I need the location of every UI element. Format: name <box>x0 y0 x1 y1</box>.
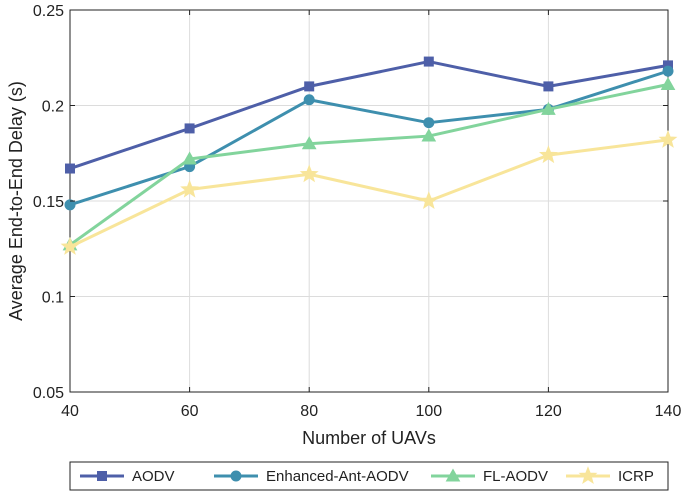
legend-marker-fl-aodv <box>445 468 461 482</box>
legend-item-icrp: ICRP <box>566 466 654 485</box>
data-point-icrp <box>658 129 678 148</box>
data-point-fl-aodv <box>182 151 197 165</box>
legend: AODV Enhanced-Ant-AODV FL-AODV ICRP <box>69 461 669 491</box>
data-point-aodv <box>304 81 315 92</box>
data-point-icrp <box>60 236 80 255</box>
x-tick-label: 120 <box>535 403 562 420</box>
data-point-icrp <box>180 179 200 198</box>
y-tick-label: 0.1 <box>42 290 64 307</box>
data-point-aodv <box>184 123 195 134</box>
x-tick-label: 60 <box>181 403 199 420</box>
x-tick-label: 40 <box>61 403 79 420</box>
legend-label-fl-aodv: FL-AODV <box>483 468 548 485</box>
y-tick-label: 0.05 <box>33 385 64 402</box>
x-tick-label: 140 <box>655 403 682 420</box>
data-point-enhanced-ant-aodv <box>423 117 435 129</box>
data-point-enhanced-ant-aodv <box>64 199 76 211</box>
y-tick-label: 0.25 <box>33 3 64 20</box>
legend-marker-aodv <box>97 471 107 481</box>
axis-ticks: 40 60 80 100 120 140 0.05 0.1 0.15 0.2 0.25 <box>33 3 682 420</box>
data-point-fl-aodv <box>421 128 437 142</box>
series-icrp <box>60 129 678 255</box>
series-aodv <box>65 56 673 174</box>
legend-label-enhanced-ant-aodv: Enhanced-Ant-AODV <box>266 468 409 485</box>
series-lines <box>60 56 678 255</box>
x-tick-label: 100 <box>415 403 442 420</box>
data-point-enhanced-ant-aodv <box>303 94 315 106</box>
legend-marker-enhanced-ant-aodv <box>230 470 242 482</box>
data-point-enhanced-ant-aodv <box>662 65 674 77</box>
data-point-aodv <box>423 56 434 67</box>
legend-item-aodv: AODV <box>80 468 175 485</box>
x-axis-title: Number of UAVs <box>302 428 436 448</box>
data-point-icrp <box>299 164 319 183</box>
legend-item-enhanced-ant-aodv: Enhanced-Ant-AODV <box>214 468 409 485</box>
data-point-fl-aodv <box>660 76 676 90</box>
legend-marker-icrp <box>578 466 598 485</box>
data-point-icrp <box>538 145 558 164</box>
y-tick-label: 0.15 <box>33 194 64 211</box>
series-line-aodv <box>69 60 669 170</box>
y-tick-label: 0.2 <box>42 99 64 116</box>
data-point-aodv <box>543 81 554 92</box>
series-line-fl-aodv <box>69 83 669 247</box>
legend-label-aodv: AODV <box>132 468 175 485</box>
data-point-icrp <box>419 191 439 210</box>
data-point-fl-aodv <box>301 136 317 150</box>
data-point-fl-aodv <box>541 101 556 115</box>
data-point-aodv <box>65 163 75 174</box>
legend-item-fl-aodv: FL-AODV <box>431 468 548 485</box>
y-axis-title: Average End-to-End Delay (s) <box>6 81 26 321</box>
x-tick-label: 80 <box>300 403 318 420</box>
series-line-icrp <box>69 138 669 249</box>
legend-label-icrp: ICRP <box>618 468 654 485</box>
